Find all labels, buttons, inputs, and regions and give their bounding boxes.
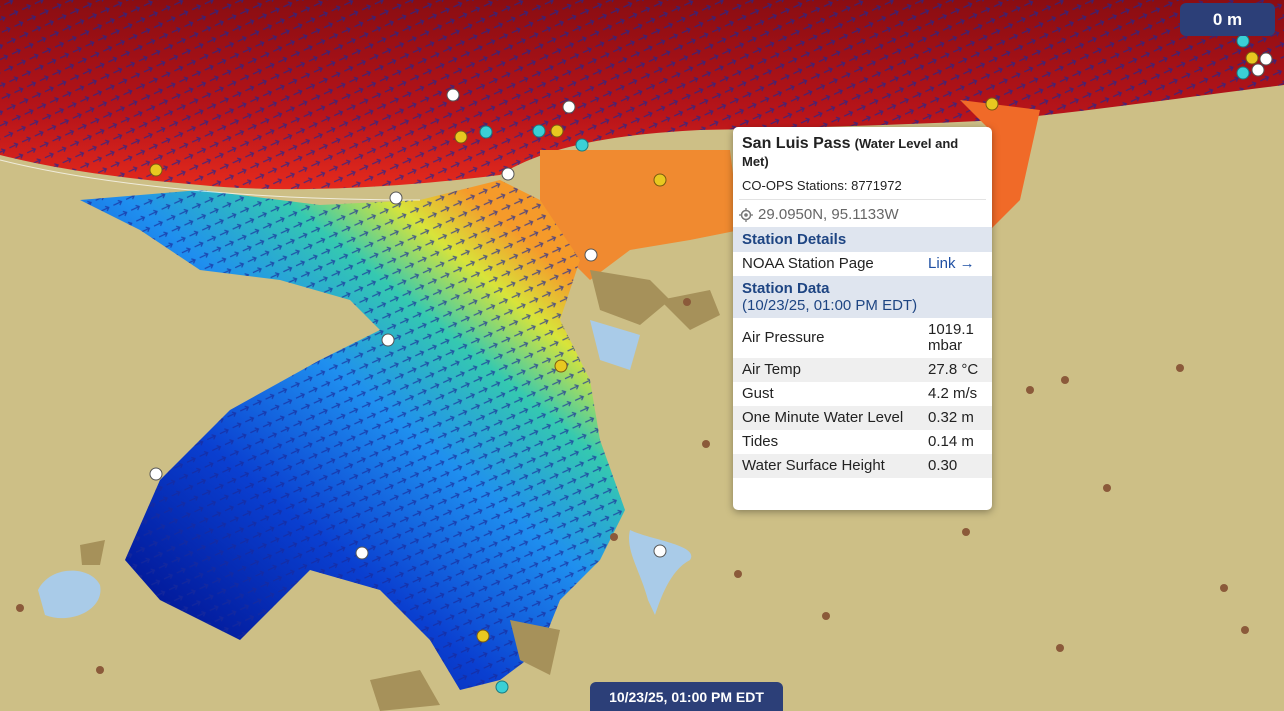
row-label: Tides (742, 433, 779, 450)
row-value: 0.30 (919, 454, 992, 478)
row-label: Gust (742, 385, 774, 402)
table-row: Air Pressure 1019.1 mbar (733, 318, 992, 358)
row-label: Air Pressure (742, 329, 825, 346)
coordinates-row: 29.0950N, 95.1133W (739, 199, 986, 227)
station-ids: CO-OPS Stations: 8771972 (742, 178, 902, 193)
section-heading: Station Data (10/23/25, 01:00 PM EDT) (733, 276, 992, 318)
row-value: Link → (919, 252, 992, 276)
row-value: 0.32 m (919, 406, 992, 430)
locate-icon (739, 207, 753, 222)
row-value: 0.14 m (928, 433, 974, 450)
table-row: NOAA Station Page Link → (733, 252, 992, 276)
data-time: (10/23/25, 01:00 PM EDT) (742, 297, 918, 314)
station-link[interactable]: Link → (928, 255, 975, 272)
data-table: Air Pressure 1019.1 mbar Air Temp 27.8 °C Gu… (733, 318, 992, 478)
row-value: 1019.1 mbar (928, 321, 974, 354)
table-row: Water Surface Height 0.30 (733, 454, 992, 478)
popup-title: San Luis Pass (742, 135, 851, 152)
row-value: 4.2 m/s (928, 385, 978, 402)
table-row: Air Temp 27.8 °C (733, 358, 992, 382)
scale-badge: 0 m (1180, 3, 1275, 36)
row-label: Air Temp (733, 358, 919, 382)
row-label: NOAA Station Page (742, 255, 874, 272)
row-label: One Minute Water Level (733, 406, 919, 430)
section-heading: Station Details (733, 227, 992, 252)
table-row: One Minute Water Level 0.32 m (733, 406, 992, 430)
row-value: 27.8 °C (919, 358, 992, 382)
table-row: Gust 4.2 m/s (733, 382, 992, 406)
table-row: Tides 0.14 m (733, 430, 992, 454)
popup-title-note: (Water Level and Met) (742, 136, 959, 169)
row-label: Water Surface Height (733, 454, 919, 478)
station-popup: San Luis Pass (Water Level and Met) CO-O… (733, 127, 992, 510)
section-title: Station Data (742, 280, 830, 297)
coordinates: 29.0950N, 95.1133W (758, 206, 899, 223)
timestamp: 10/23/25, 01:00 PM EDT (590, 682, 783, 711)
popup-header: San Luis Pass (Water Level and Met) CO-O… (733, 127, 992, 199)
details-table: NOAA Station Page Link → (733, 252, 992, 276)
